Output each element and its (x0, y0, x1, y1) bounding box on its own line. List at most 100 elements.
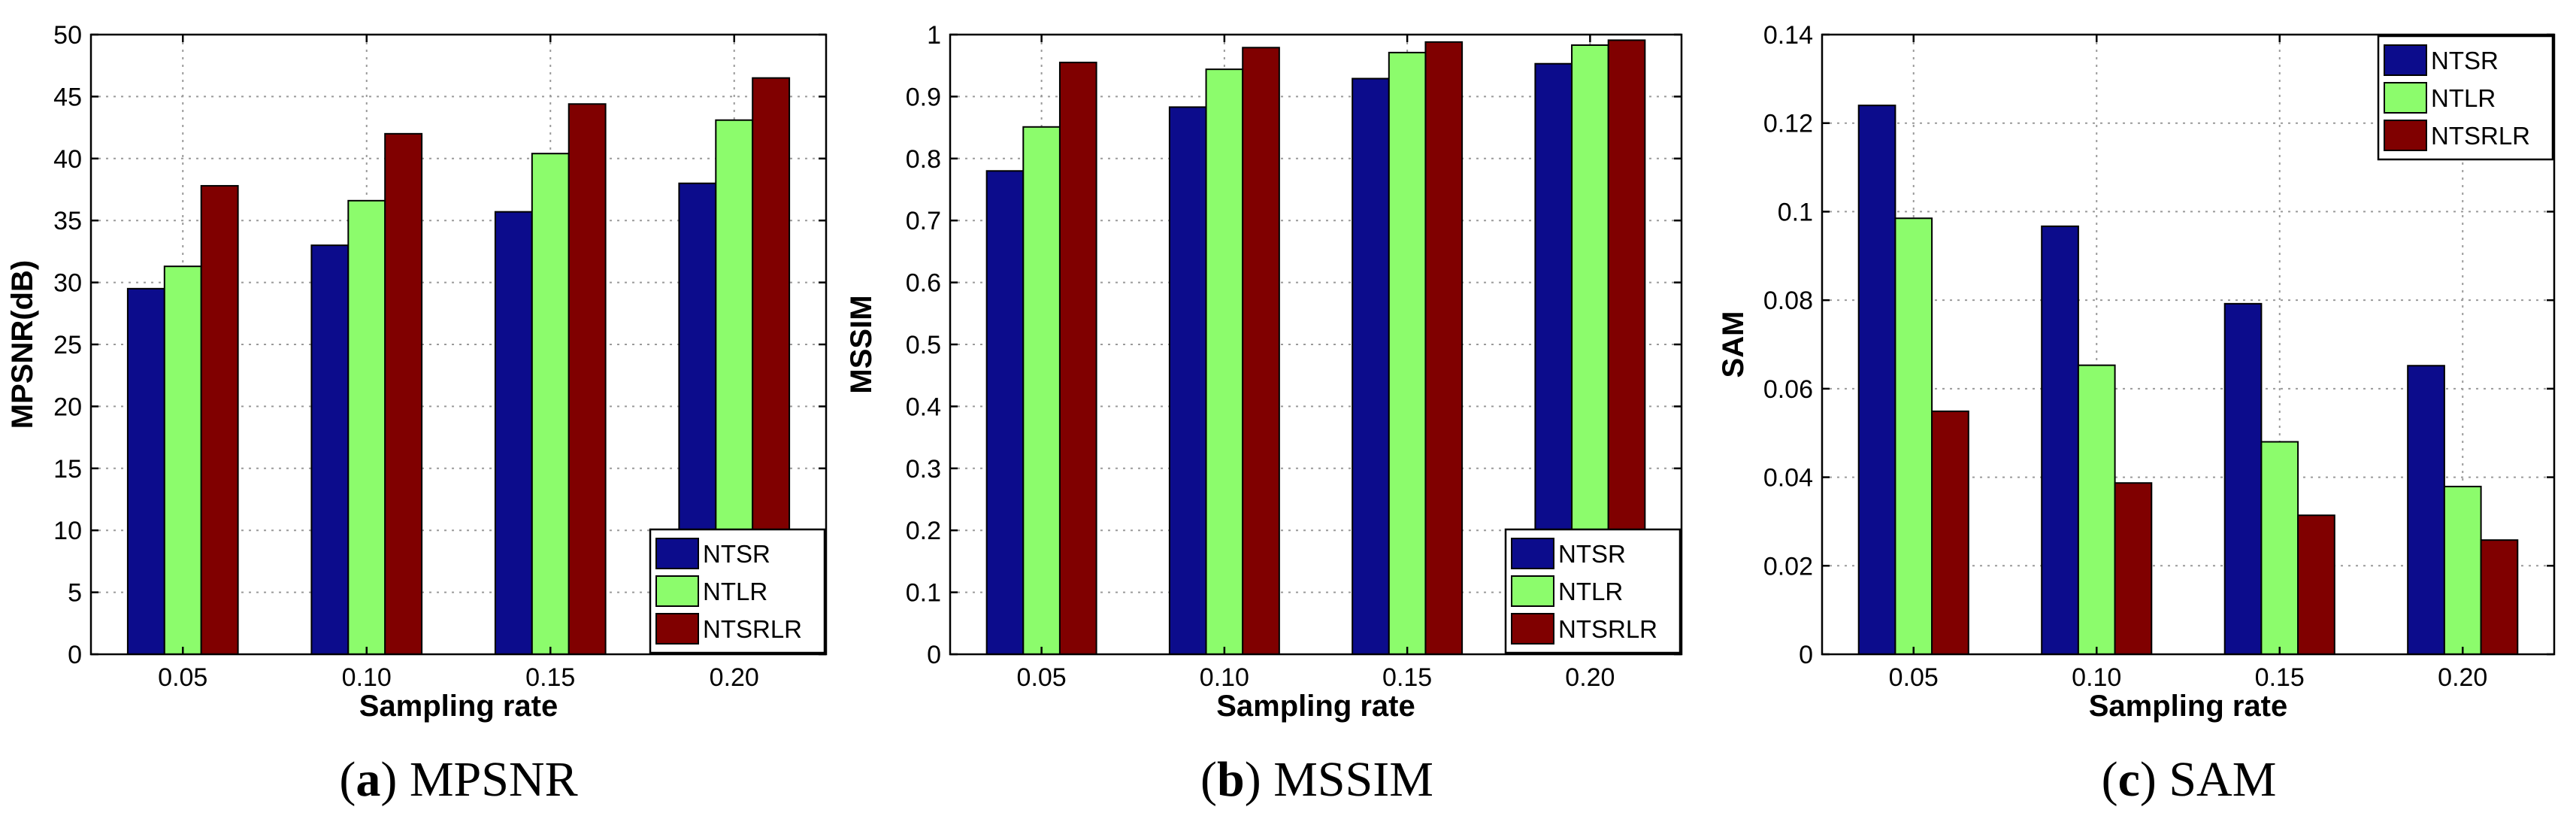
bar-ntsr-0.15 (494, 211, 533, 655)
y-tick-label: 0.1 (906, 579, 941, 608)
bar-ntsrlr-0.05 (1058, 62, 1097, 655)
legend: NTSR NTLR NTSRLR (649, 528, 826, 654)
bar-ntlr-0.05 (163, 265, 202, 655)
bar-ntsr-0.20 (2407, 365, 2445, 655)
x-tick-label: 0.05 (158, 663, 207, 692)
bar-ntsrlr-0.15 (1424, 41, 1464, 655)
x-tick-label: 0.15 (1382, 663, 1432, 692)
x-tick-label: 0.05 (1017, 663, 1067, 692)
x-tick-label: 0.20 (710, 663, 759, 692)
x-tick-label: 0.20 (1565, 663, 1615, 692)
caption-text: ) MPSNR (380, 752, 577, 807)
y-tick-label: 20 (53, 393, 82, 421)
y-axis-title: SAM (1717, 311, 1750, 378)
legend-swatch-ntsrlr (2384, 120, 2427, 151)
bar-ntlr-0.10 (2077, 364, 2116, 655)
y-tick-label: 0.7 (906, 207, 941, 235)
bar-ntsrlr-0.20 (2480, 539, 2519, 655)
bar-ntlr-0.10 (1205, 68, 1244, 656)
legend-swatch-ntsr (2384, 44, 2427, 76)
legend-swatch-ntlr (2384, 82, 2427, 114)
x-tick-label: 0.05 (1889, 663, 1939, 692)
bar-ntsr-0.15 (2223, 302, 2263, 655)
chart-a: 0 5 10 15 20 25 30 35 40 45 50 0.05 0.10 0.15 0.20 Samp… (6, 21, 828, 723)
bar-ntsr-0.10 (2041, 225, 2079, 655)
y-tick-label: 0 (68, 641, 82, 669)
y-tick-label: 30 (53, 269, 82, 298)
caption-paren-open: ( (339, 752, 356, 807)
y-tick-label: 0.6 (906, 269, 941, 298)
y-tick-label: 0.4 (906, 393, 941, 421)
x-tick-label: 0.20 (2438, 663, 2487, 692)
legend: NTSR NTLR NTSRLR (1504, 528, 1682, 654)
bar-ntlr-0.15 (531, 153, 570, 655)
bar-ntsrlr-0.10 (384, 132, 423, 655)
legend-swatch-ntsr (1511, 538, 1554, 569)
y-tick-label: 0.14 (1763, 21, 1813, 50)
legend-label-ntlr: NTLR (1558, 578, 1623, 605)
legend-label-ntsr: NTSR (1558, 540, 1626, 568)
y-tick-label: 0.02 (1763, 552, 1813, 581)
bar-ntsrlr-0.10 (2114, 482, 2153, 655)
x-tick-label: 0.10 (2072, 663, 2121, 692)
caption-letter: c (2118, 752, 2140, 807)
y-tick-label: 10 (53, 517, 82, 545)
bar-ntsrlr-0.05 (200, 185, 239, 655)
x-tick-label: 0.15 (525, 663, 575, 692)
legend-label-ntsr: NTSR (703, 540, 770, 568)
legend-label-ntsrlr: NTSRLR (703, 615, 802, 643)
legend-swatch-ntlr (1511, 575, 1554, 607)
y-tick-label: 5 (68, 579, 82, 608)
bar-ntsr-0.05 (1857, 105, 1896, 655)
y-tick-label: 0.12 (1763, 110, 1813, 138)
bar-ntsrlr-0.05 (1931, 410, 1969, 655)
y-tick-label: 0.8 (906, 145, 941, 174)
y-tick-label: 50 (53, 21, 82, 50)
y-tick-label: 0.06 (1763, 375, 1813, 404)
y-tick-label: 1 (927, 21, 941, 50)
bar-ntlr-0.15 (1388, 51, 1427, 656)
bar-ntlr-0.20 (2443, 485, 2482, 656)
x-tick-label: 0.15 (2255, 663, 2305, 692)
legend: NTSR NTLR NTSRLR (2377, 35, 2554, 161)
y-axis-title: MPSNR(dB) (6, 260, 39, 429)
bar-ntlr-0.15 (2260, 441, 2299, 655)
caption-text: ) SAM (2140, 752, 2277, 807)
caption-c: (c) SAM (2102, 752, 2277, 807)
bar-ntsrlr-0.10 (1242, 47, 1280, 655)
bar-ntsr-0.05 (126, 287, 165, 655)
legend-label-ntsrlr: NTSRLR (1558, 615, 1657, 643)
legend-swatch-ntsrlr (1511, 613, 1554, 645)
caption-paren-open: ( (1200, 752, 1217, 807)
y-tick-label: 0.3 (906, 455, 941, 484)
y-tick-label: 40 (53, 145, 82, 174)
y-tick-label: 0.9 (906, 83, 941, 111)
bar-ntsrlr-0.15 (2297, 514, 2335, 656)
caption-text: ) MSSIM (1245, 752, 1433, 807)
legend-swatch-ntsrlr (655, 613, 699, 645)
y-tick-label: 0 (1799, 641, 1813, 669)
y-tick-label: 15 (53, 455, 82, 484)
y-tick-label: 0.5 (906, 331, 941, 359)
legend-label-ntsrlr: NTSRLR (2431, 122, 2530, 150)
bar-ntsr-0.10 (310, 244, 350, 656)
x-tick-label: 0.10 (1200, 663, 1249, 692)
y-tick-label: 0.1 (1778, 198, 1813, 226)
legend-swatch-ntsr (655, 538, 699, 569)
legend-swatch-ntlr (655, 575, 699, 607)
y-tick-label: 25 (53, 331, 82, 359)
x-axis-title: Sampling rate (359, 690, 558, 723)
plot-frame (1821, 33, 2556, 656)
y-tick-label: 0.2 (906, 517, 941, 545)
caption-a: (a) MPSNR (339, 752, 577, 807)
x-axis-title: Sampling rate (2089, 690, 2288, 723)
caption-b: (b) MSSIM (1200, 752, 1433, 807)
y-tick-label: 45 (53, 83, 82, 111)
legend-label-ntlr: NTLR (703, 578, 767, 605)
chart-b: 0 0.1 0.2 0.3 0.4 0.5 0.6 0.7 0.8 0.9 1 0.05 0.10 0.1… (845, 21, 1683, 723)
y-tick-label: 0.08 (1763, 287, 1813, 315)
bar-ntlr-0.05 (1894, 217, 1933, 655)
y-tick-label: 35 (53, 207, 82, 235)
x-tick-label: 0.10 (342, 663, 392, 692)
y-tick-label: 0 (927, 641, 941, 669)
